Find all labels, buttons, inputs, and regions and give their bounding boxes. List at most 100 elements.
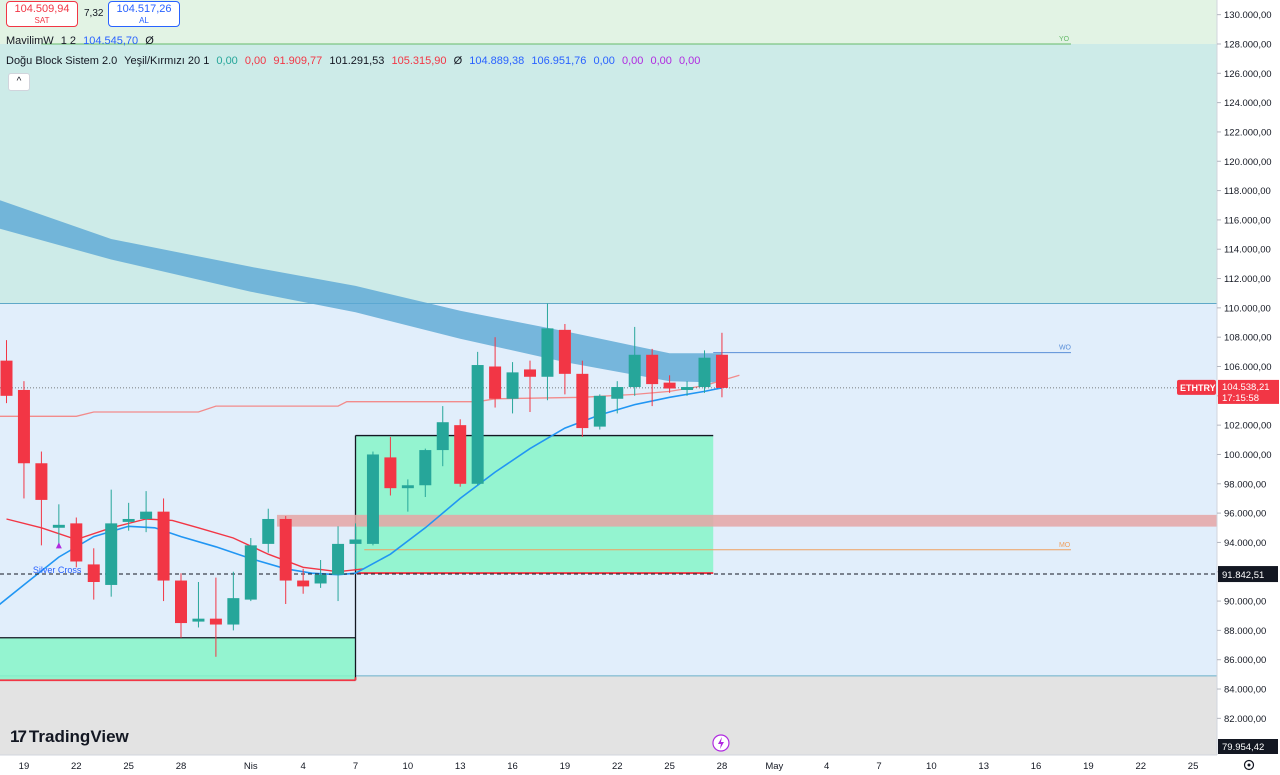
- buy-button[interactable]: 104.517,26 AL: [108, 1, 180, 27]
- x-tick-label: 7: [876, 761, 881, 772]
- candle-body: [209, 618, 222, 625]
- level-label: MO: [1059, 542, 1071, 549]
- x-tick-label: 25: [123, 761, 134, 772]
- candle-body: [17, 389, 30, 464]
- resistance-zone: [276, 514, 1218, 527]
- legend-mavilim[interactable]: MavilimW 1 2 104.545,70 Ø: [6, 35, 158, 47]
- candle-body: [506, 372, 519, 399]
- last-price-tag: [1218, 379, 1279, 404]
- y-tick-label: 100.000,00: [1224, 450, 1272, 461]
- level-label: WO: [1059, 345, 1072, 352]
- candle-body: [262, 518, 275, 544]
- legend-dogu-block[interactable]: Doğu Block Sistem 2.0 Yeşil/Kırmızı 20 1…: [6, 55, 704, 67]
- time-axis[interactable]: 19 22 25 28 Nis 4 7 10 13 16 19 22 25 28 May 4 7 10 13 16 19…: [0, 754, 1280, 775]
- candle-body: [122, 518, 135, 522]
- cloud-band: [0, 200, 722, 383]
- candle-body: [70, 523, 83, 562]
- price-axis[interactable]: 130.000,00 128.000,00 126.000,00 124.000,00…: [1177, 0, 1280, 775]
- block-box: [0, 637, 356, 681]
- candle-body: [524, 369, 536, 377]
- tradingview-logo-text: TradingView: [28, 727, 129, 746]
- last-price-label: 104.538,21: [1222, 382, 1270, 393]
- y-tick-label: 120.000,00: [1224, 157, 1272, 168]
- candle-body: [628, 354, 641, 388]
- candle-body: [314, 574, 327, 584]
- legend-dogu-value: 0,00: [244, 55, 267, 67]
- candle-body: [140, 511, 153, 519]
- candle-body: [454, 425, 467, 484]
- chevron-up-icon[interactable]: ^: [8, 73, 30, 91]
- y-tick-label: 126.000,00: [1224, 69, 1272, 80]
- countdown-label: 17:15:58: [1222, 393, 1259, 404]
- zone-top-green: [0, 0, 1217, 44]
- dashed-level-label: 91.842,51: [1222, 570, 1264, 581]
- candle-body: [384, 457, 397, 489]
- x-tick-label: 28: [717, 761, 728, 772]
- candle-body: [436, 422, 449, 451]
- candle-body: [541, 328, 554, 377]
- sell-button[interactable]: 104.509,94 SAT: [6, 1, 78, 27]
- y-tick-label: 102.000,00: [1224, 421, 1272, 432]
- x-tick-label: 10: [403, 761, 414, 772]
- background-zones: [0, 0, 1217, 755]
- x-tick-label: Nis: [244, 761, 258, 772]
- silver-cross-marker: [55, 542, 62, 549]
- candle-body: [0, 360, 13, 396]
- candle-body: [192, 618, 205, 622]
- x-tick-label: 16: [1031, 761, 1042, 772]
- dashed-level-tag: [1218, 566, 1278, 583]
- candle-body: [157, 511, 170, 581]
- annotation-label: Silver Cross: [33, 565, 82, 575]
- candle-body: [576, 373, 589, 429]
- candle-body: [35, 463, 48, 500]
- legend-dogu-value: 101.291,53: [329, 55, 385, 67]
- candle-body: [366, 454, 379, 544]
- x-tick-label: 13: [978, 761, 989, 772]
- level-label: YO: [1059, 36, 1070, 43]
- x-tick-label: 19: [1083, 761, 1094, 772]
- legend-dogu-value: 0,00: [593, 55, 615, 67]
- legend-dogu-value: 91.909,77: [273, 55, 323, 67]
- candle-body: [227, 598, 240, 625]
- y-tick-label: 98.000,00: [1224, 479, 1266, 490]
- x-tick-label: 25: [664, 761, 675, 772]
- y-tick-label: 116.000,00: [1224, 215, 1271, 226]
- legend-dogu-params: Yeşil/Kırmızı 20 1: [124, 55, 210, 67]
- y-tick-label: 94.000,00: [1224, 538, 1266, 549]
- candle-body: [244, 545, 257, 600]
- y-tick-label: 128.000,00: [1224, 39, 1272, 50]
- x-tick-label: 25: [1188, 761, 1199, 772]
- candle-body: [349, 539, 362, 544]
- candle-body: [663, 382, 676, 389]
- candle-body: [175, 580, 187, 624]
- legend-dogu-value: 105.315,90: [391, 55, 447, 67]
- candle-body: [698, 357, 711, 388]
- x-tick-label: May: [765, 761, 783, 772]
- band-area: [0, 200, 722, 383]
- sell-label: SAT: [34, 16, 50, 25]
- candle-body: [52, 524, 65, 528]
- candle-body: [611, 387, 624, 399]
- gear-icon: [1243, 759, 1255, 771]
- legend-dogu-value: 0,00: [621, 55, 644, 67]
- spread-value: 7,32: [84, 8, 104, 19]
- bottom-price-label: 79.954,42: [1222, 742, 1264, 753]
- legend-mavilim-params: 1 2: [60, 35, 77, 47]
- y-tick-label: 90.000,00: [1224, 597, 1266, 608]
- lightning-icon-glyph: [717, 737, 724, 749]
- bottom-price-tag: [1218, 739, 1278, 754]
- x-tick-label: 7: [353, 761, 358, 772]
- candle-body: [558, 329, 571, 374]
- x-tick-label: 4: [301, 761, 306, 772]
- overlay-layer: Silver Cross: [33, 542, 730, 752]
- x-tick-label: 10: [926, 761, 937, 772]
- legend-dogu-value: 106.951,76: [531, 55, 587, 67]
- tradingview-logo: 17 TradingView: [10, 727, 129, 747]
- x-tick-label: 22: [612, 761, 623, 772]
- x-tick-label: 4: [824, 761, 829, 772]
- candle-body: [681, 387, 694, 390]
- legend-dogu-name: Doğu Block Sistem 2.0: [6, 55, 118, 67]
- candle-body: [419, 450, 432, 486]
- y-tick-label: 110.000,00: [1224, 303, 1271, 314]
